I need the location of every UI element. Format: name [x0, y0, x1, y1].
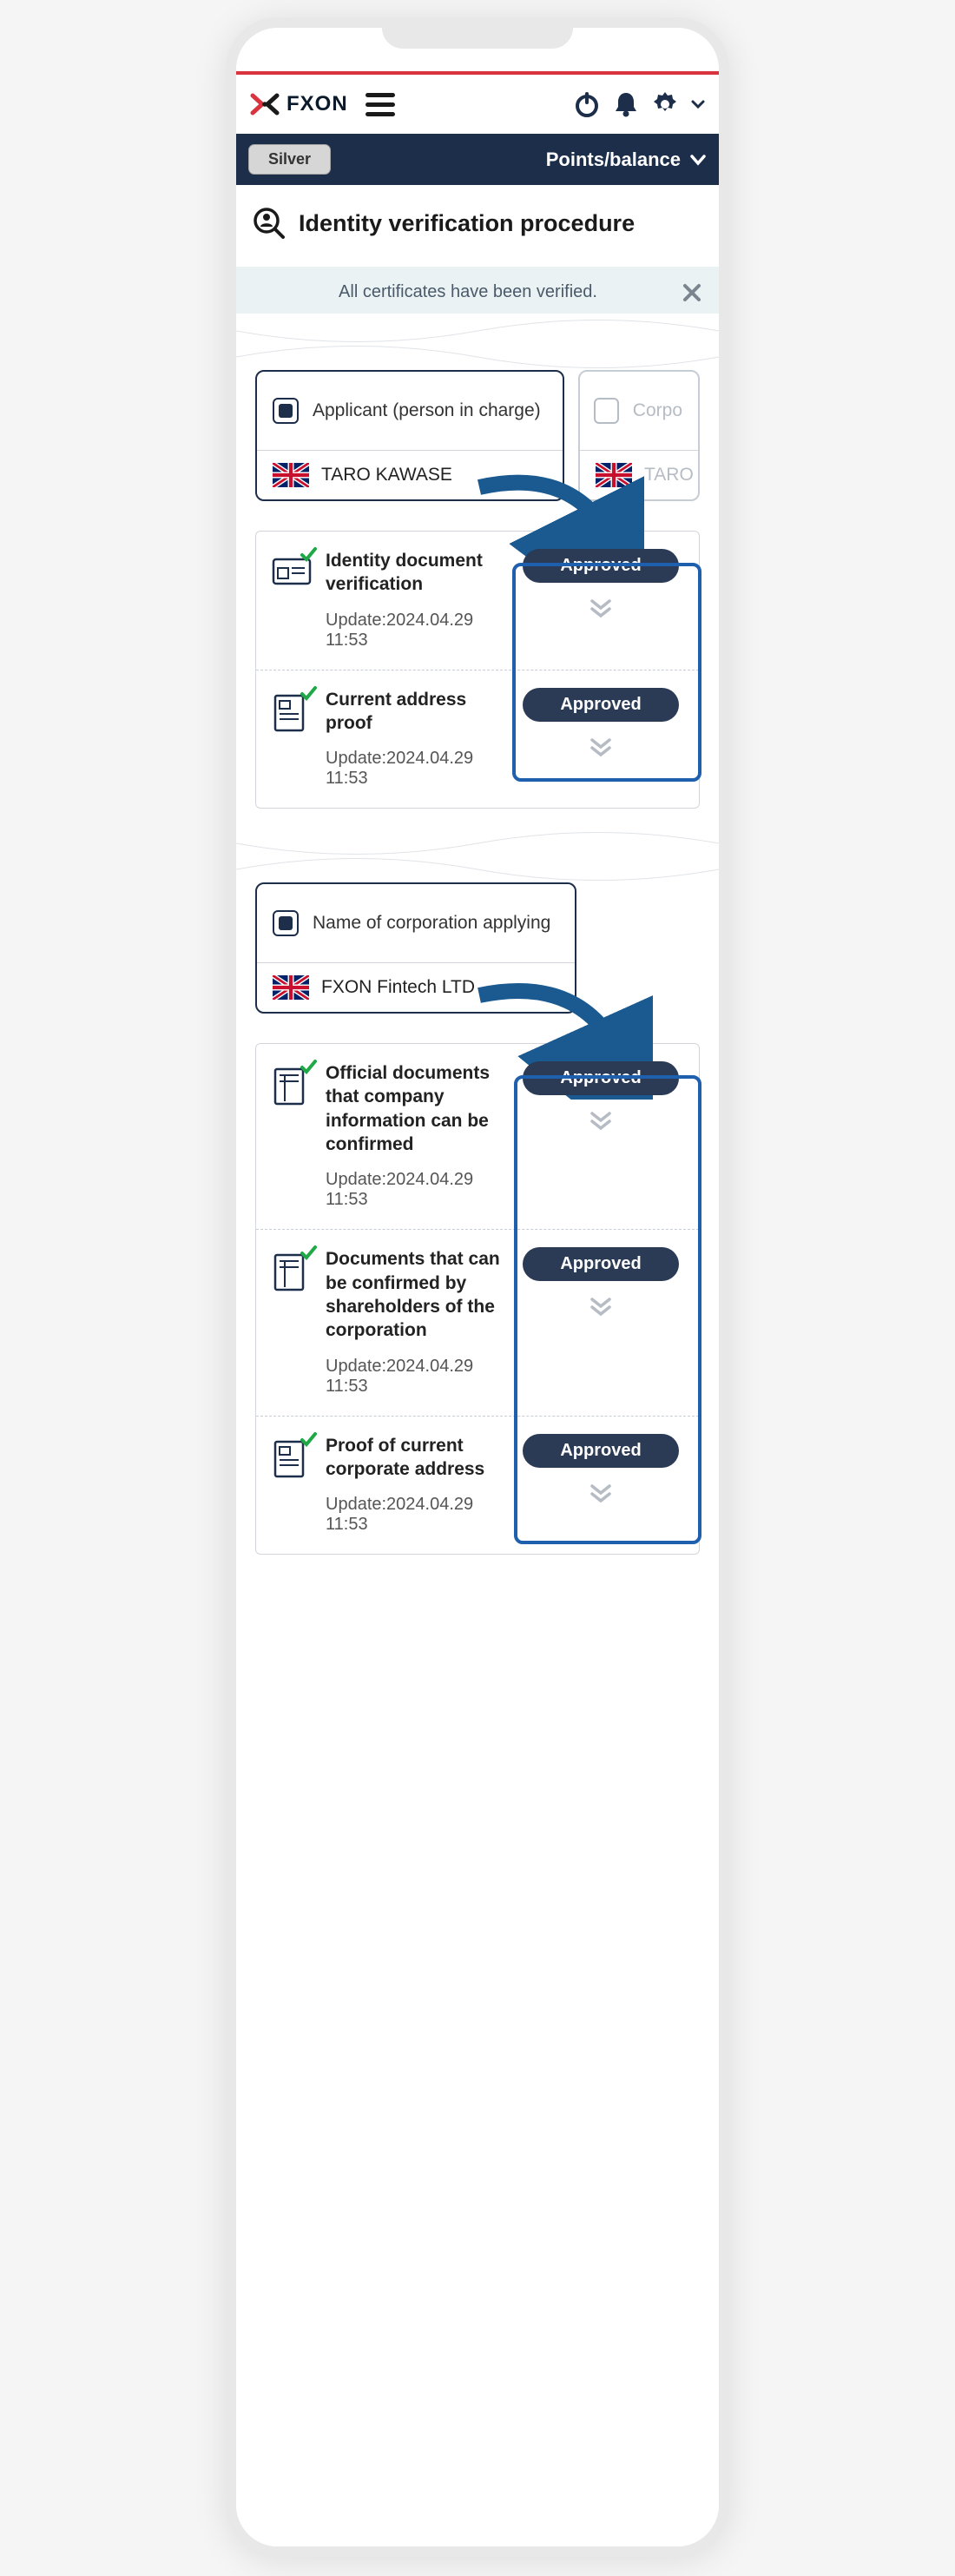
doc-title: Proof of current corporate address	[326, 1434, 504, 1482]
applicant-name: TARO KAWASE	[321, 465, 452, 485]
corp-doc-list: Official documents that company informat…	[255, 1043, 700, 1555]
double-chevron-down-icon[interactable]	[589, 737, 613, 758]
gear-icon[interactable]	[651, 90, 679, 118]
chevron-down-icon	[689, 151, 707, 168]
tab-corporation-label: Name of corporation applying	[313, 911, 550, 935]
flag-uk-icon	[596, 463, 632, 487]
doc-item-corp-address[interactable]: Proof of current corporate address Updat…	[256, 1416, 699, 1555]
tab-corporation[interactable]: Name of corporation applying FXON Fintec…	[255, 882, 576, 1014]
header-left: FXON	[250, 91, 395, 117]
phone-frame: FXON	[226, 17, 729, 2557]
corporation-name: FXON Fintech LTD	[321, 977, 475, 998]
brand-logo[interactable]: FXON	[250, 92, 348, 116]
tab-corporate-label: Corpo	[633, 399, 682, 423]
doc-item-shareholders[interactable]: Documents that can be confirmed by share…	[256, 1229, 699, 1415]
content-break	[236, 826, 719, 887]
section-person: Applicant (person in charge) TARO KAWASE	[236, 370, 719, 809]
page-title: Identity verification procedure	[299, 210, 635, 237]
tab-applicant-label: Applicant (person in charge)	[313, 399, 541, 423]
doc-update: Update:2024.04.29 11:53	[326, 1170, 504, 1210]
double-chevron-down-icon[interactable]	[589, 1483, 613, 1504]
brand-logo-text: FXON	[286, 92, 348, 116]
content-break	[236, 314, 719, 374]
chevron-down-icon[interactable]	[691, 97, 705, 111]
checkbox-icon	[273, 910, 299, 936]
corporate-preview-name: TARO	[644, 465, 694, 485]
close-icon[interactable]	[682, 283, 701, 302]
bell-icon[interactable]	[613, 90, 639, 118]
phone-notch	[382, 17, 573, 49]
power-icon[interactable]	[573, 90, 601, 118]
person-doc-list: Identity document verification Update:20…	[255, 531, 700, 809]
status-badge: Approved	[523, 549, 679, 583]
tier-badge[interactable]: Silver	[248, 144, 331, 175]
check-icon	[300, 1244, 317, 1261]
doc-item-identity[interactable]: Identity document verification Update:20…	[256, 532, 699, 670]
flag-uk-icon	[273, 975, 309, 1000]
double-chevron-down-icon[interactable]	[589, 598, 613, 619]
brand-mark-icon	[250, 92, 280, 116]
screen: FXON	[236, 28, 719, 2546]
double-chevron-down-icon[interactable]	[589, 1111, 613, 1132]
doc-update: Update:2024.04.29 11:53	[326, 749, 504, 789]
status-badge: Approved	[523, 1061, 679, 1095]
doc-item-company-info[interactable]: Official documents that company informat…	[256, 1044, 699, 1229]
flag-uk-icon	[273, 463, 309, 487]
tab-corporate-preview[interactable]: Corpo TARO	[578, 370, 700, 501]
notice-text: All certificates have been verified.	[254, 282, 682, 302]
check-icon	[300, 1058, 317, 1075]
checkbox-icon	[594, 398, 619, 424]
doc-title: Official documents that company informat…	[326, 1061, 504, 1156]
header-icons	[573, 90, 705, 118]
check-icon	[300, 545, 317, 563]
doc-update: Update:2024.04.29 11:53	[326, 611, 504, 651]
doc-update: Update:2024.04.29 11:53	[326, 1495, 504, 1535]
check-icon	[300, 1430, 317, 1448]
double-chevron-down-icon[interactable]	[589, 1297, 613, 1318]
verification-notice: All certificates have been verified.	[236, 267, 719, 318]
checkbox-icon	[273, 398, 299, 424]
status-badge: Approved	[523, 1434, 679, 1468]
identity-search-icon	[252, 206, 286, 241]
points-balance-label: Points/balance	[546, 149, 681, 171]
points-balance-toggle[interactable]: Points/balance	[546, 149, 707, 171]
page-title-row: Identity verification procedure	[236, 185, 719, 267]
doc-title: Identity document verification	[326, 549, 504, 597]
tab-applicant[interactable]: Applicant (person in charge) TARO KAWASE	[255, 370, 564, 501]
doc-item-address[interactable]: Current address proof Update:2024.04.29 …	[256, 670, 699, 809]
status-badge: Approved	[523, 1247, 679, 1281]
person-tab-row: Applicant (person in charge) TARO KAWASE	[255, 370, 700, 501]
check-icon	[300, 684, 317, 702]
doc-update: Update:2024.04.29 11:53	[326, 1357, 504, 1397]
section-corporation: Name of corporation applying FXON Fintec…	[236, 882, 719, 1555]
status-badge: Approved	[523, 688, 679, 722]
hamburger-menu-icon[interactable]	[366, 91, 395, 117]
subheader-bar: Silver Points/balance	[236, 134, 719, 185]
app-header: FXON	[236, 75, 719, 134]
doc-title: Documents that can be confirmed by share…	[326, 1247, 504, 1342]
doc-title: Current address proof	[326, 688, 504, 736]
